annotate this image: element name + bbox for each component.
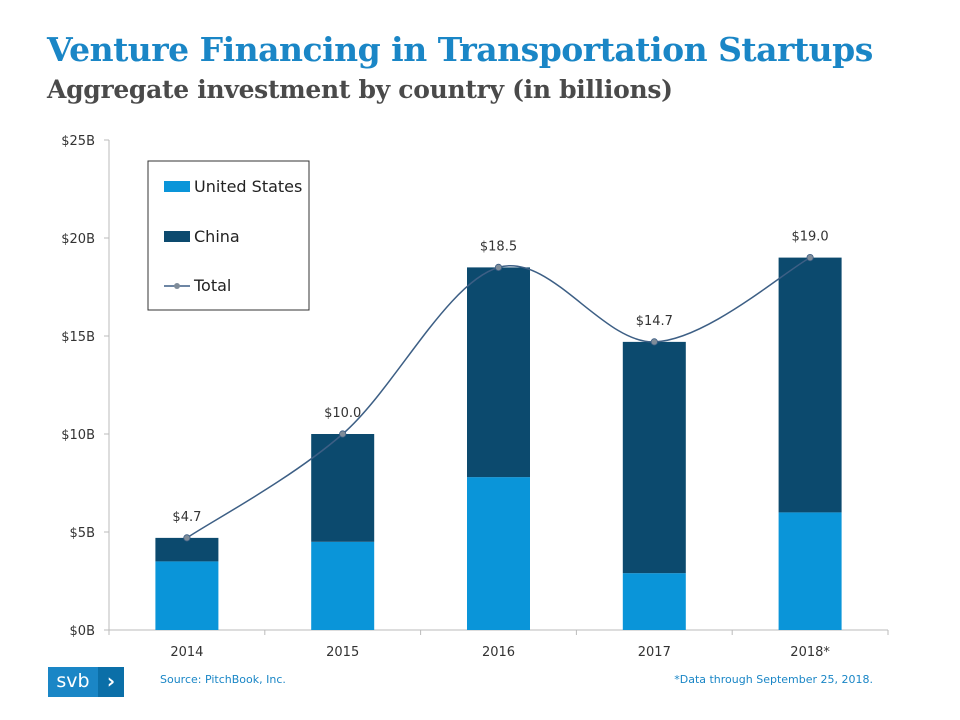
chevron-right-icon: › [98,667,124,697]
bar-china-2014 [155,537,219,562]
total-marker-2016 [494,263,503,271]
bar-united-states-2017 [622,573,686,630]
total-line-layer [183,254,814,542]
y-tick-label: $25B [61,134,95,149]
y-tick-label: $15B [61,330,95,345]
legend-label-total: Total [193,276,231,295]
total-marker-2017 [650,338,658,346]
y-tick-label: $10B [61,428,95,443]
y-tick-label: $0B [70,624,95,639]
logo-text: svb [48,667,98,697]
data-label-total: $14.7 [636,314,673,329]
x-tick-label: 2015 [326,645,359,660]
legend-swatch-china [164,231,190,242]
svb-logo: svb › [48,667,124,697]
total-marker-2014 [183,534,191,542]
total-marker-2015 [339,430,347,438]
source-note: Source: PitchBook, Inc. [160,673,286,686]
x-tick-label: 2018* [790,645,830,660]
bar-united-states-2015 [311,541,375,630]
bar-china-2018 [778,257,842,513]
footnote: *Data through September 25, 2018. [674,673,873,686]
bar-china-2016 [467,267,530,478]
data-label-total: $10.0 [324,406,361,421]
data-label-total: $18.5 [480,239,517,254]
total-marker-2018 [806,254,814,262]
data-labels: $4.7 $10.0 $18.5 $14.7 $19.0 [172,230,828,525]
bar-china-2017 [622,341,686,574]
y-tick-label: $5B [70,526,95,541]
legend-swatch-united-states [164,181,190,192]
chart-axes: $0B $5B $10B $15B $20B $25B 2014 2015 2016 2017 20… [61,134,889,660]
chart-bars [155,257,842,630]
chart-title: Venture Financing in Transportation Star… [47,30,873,69]
bar-united-states-2014 [155,561,219,630]
data-label-total: $4.7 [172,510,201,525]
legend-label-china: China [194,227,240,246]
chart-subtitle: Aggregate investment by country (in bill… [47,75,673,104]
bar-united-states-2016 [467,477,530,630]
x-tick-label: 2014 [170,645,203,660]
chart-legend: United States China Total [147,160,310,311]
bar-united-states-2018 [778,512,842,630]
y-tick-label: $20B [61,232,95,247]
x-tick-label: 2017 [638,645,671,660]
data-label-total: $19.0 [791,230,828,245]
x-tick-label: 2016 [482,645,515,660]
legend-label-united-states: United States [194,177,302,196]
legend-swatch-total-marker [174,283,180,289]
bar-china-2015 [311,434,375,542]
